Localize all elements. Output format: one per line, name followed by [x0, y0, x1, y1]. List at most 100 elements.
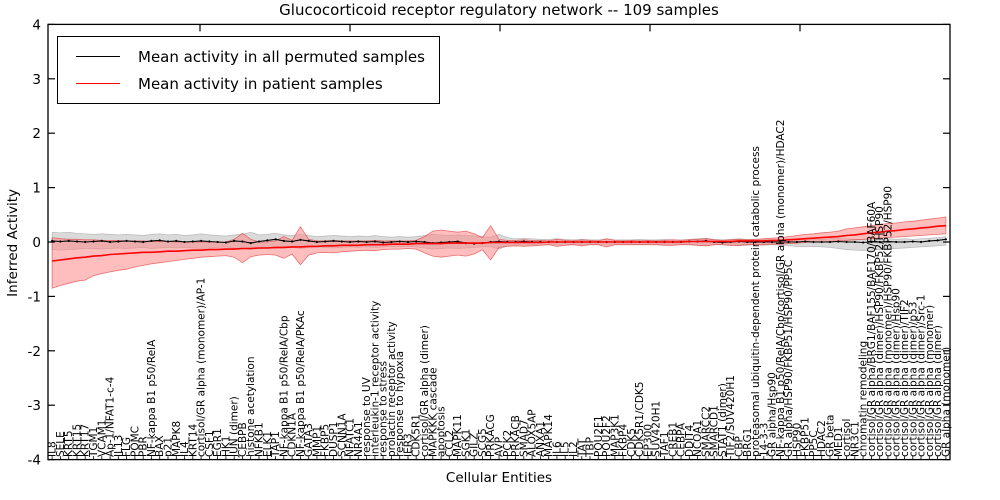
x-tick-label: cortisol/GR alpha (monomer)/HSP90/FKBP52… [882, 186, 894, 457]
permuted-mean-marker [274, 238, 277, 241]
permuted-mean-marker [100, 239, 103, 242]
x-tick-label: PRKACB [510, 415, 522, 457]
x-tick-label: TAT [576, 438, 588, 458]
x-tick-label: MAPK14 [543, 414, 555, 457]
permuted-mean-marker [67, 239, 70, 242]
x-tick-label: VCAM1 [96, 420, 108, 457]
x-tick-label: IL2 [568, 441, 580, 457]
x-tick-label: cortisol/GR alpha (dimer) [932, 325, 944, 457]
permuted-mean-marker [125, 239, 128, 242]
permuted-mean-marker [456, 240, 459, 243]
x-tick-label: cortisol [841, 419, 853, 457]
permuted-mean-marker [870, 240, 873, 244]
x-tick-label: FKBP4 [618, 424, 630, 457]
permuted-mean-marker [117, 240, 120, 243]
x-tick-label: MAPKKK cascade [427, 367, 439, 457]
x-tick-label: PBR [138, 436, 150, 457]
x-tick-label: cortisol/GR alpha/BRG1/BAF155/BAF170/BAF… [866, 201, 878, 457]
x-tick-label: cortisol/GR alpha (monomer)/AP-1 [196, 278, 208, 457]
permuted-mean-marker [315, 240, 318, 244]
x-tick-label: proteasomal ubiquitin-dependent protein … [750, 146, 762, 457]
x-tick-label: GR alpha/HSP90/FKBP51/HSP90/PP5C [783, 260, 795, 457]
x-tick-label: IL5 [560, 441, 572, 457]
x-tick-label: IL4 [179, 441, 191, 457]
permuted-mean-marker [837, 240, 840, 243]
permuted-mean-marker [257, 240, 261, 243]
permuted-mean-marker [200, 239, 203, 242]
permuted-mean-marker [895, 240, 898, 244]
x-tick-label: HDAC2 [816, 420, 828, 457]
x-tick-label: CBP [734, 436, 746, 457]
y-tick-label: 0 [32, 235, 41, 251]
x-tick-label: prolactin receptor activity [386, 321, 398, 457]
x-tick-label: NF-kappa B1 p50/RelA/PKAc [295, 310, 307, 457]
x-tick-label: HK1 [220, 436, 232, 457]
x-tick-label: cortisol/GR alpha (dimer)/Hsp90 [891, 288, 903, 457]
x-tick-label: TIF2/SUV420H1 [725, 375, 737, 458]
permuted-mean-marker [779, 240, 782, 244]
x-tick-label: CREB1 [667, 422, 679, 457]
x-tick-label: cortisol/GR alpha (monomer) [924, 305, 936, 457]
x-tick-label: p21 [163, 437, 175, 457]
x-tick-label: GILZ [469, 433, 481, 457]
permuted-line-swatch [76, 56, 120, 57]
y-tick-label: 1 [32, 181, 41, 197]
x-tick-label: SMARCD1 [709, 405, 721, 457]
x-tick-label: FKBP5 [320, 424, 332, 457]
permuted-mean-marker [216, 240, 219, 244]
permuted-mean-marker [382, 241, 385, 244]
x-tick-label: NF-kappa B1 p50/RelA/Cbp/cortisol/GR alp… [775, 120, 787, 457]
permuted-mean-marker [878, 240, 881, 244]
x-tick-label: SMARCC2 [700, 406, 712, 457]
x-axis-label: Cellular Entities [445, 470, 553, 486]
x-tick-label: IL13 [113, 435, 125, 457]
x-tick-label: MED1 [833, 427, 845, 457]
x-tick-label: TAF1 [659, 431, 671, 458]
x-tick-label: DDIT4 [684, 424, 696, 457]
permuted-mean-marker [324, 240, 327, 243]
permuted-mean-marker [944, 238, 948, 241]
permuted-mean-marker [150, 239, 153, 242]
x-tick-label: cortisol/GR alpha (dimer)/HSP90/FKBP52/H… [874, 206, 886, 457]
legend-label-patient: Mean activity in patient samples [138, 74, 383, 93]
permuted-mean-marker [133, 240, 136, 243]
permuted-mean-marker [828, 240, 832, 244]
permuted-mean-marker [282, 239, 285, 242]
permuted-mean-marker [862, 241, 865, 244]
x-tick-label: CSF1 [204, 430, 216, 457]
x-tick-label: POMC [129, 426, 141, 457]
patient-confidence-band [51, 216, 947, 289]
x-tick-label: KRT5 [63, 430, 75, 457]
x-tick-label: CEBPA [676, 422, 688, 457]
x-tick-label: histone acetylation [245, 357, 257, 458]
patient-mean-line [52, 224, 946, 262]
permuted-mean-marker [249, 242, 252, 245]
x-tick-label: GR alpha/Hsp90 [767, 372, 779, 457]
x-tick-label: EGR1 [212, 428, 224, 457]
x-tick-label: PP5C [808, 430, 820, 457]
permuted-mean-marker [812, 240, 815, 244]
x-tick-label: AVP [494, 437, 506, 457]
x-tick-label: NR4A1 [353, 421, 365, 457]
y-tick-label: -4 [28, 453, 41, 469]
x-tick-label: MAPK8 [171, 421, 183, 457]
legend-label-permuted: Mean activity in all permuted samples [138, 47, 425, 66]
legend: Mean activity in all permuted samples Me… [57, 36, 440, 104]
permuted-mean-marker [92, 240, 95, 243]
permuted-mean-marker [911, 240, 914, 243]
x-tick-label: CEBPB [237, 422, 249, 457]
y-tick-label: -3 [28, 398, 41, 414]
x-tick-label: response to hypoxia [394, 351, 406, 457]
x-tick-label: SCNN1A [336, 413, 348, 457]
x-tick-label: NF-kappa B1 p50/RelA [146, 339, 158, 457]
y-tick-label: 4 [32, 17, 41, 33]
x-tick-label: BAX [154, 435, 166, 457]
permuted-mean-marker [84, 240, 87, 244]
permuted-mean-marker [390, 240, 393, 244]
permuted-mean-marker [348, 240, 352, 244]
permuted-mean-marker [158, 239, 161, 242]
permuted-mean-marker [340, 240, 343, 243]
x-tick-label: chromatin remodeling [858, 341, 870, 457]
x-tick-label: PRKACG [485, 414, 497, 457]
